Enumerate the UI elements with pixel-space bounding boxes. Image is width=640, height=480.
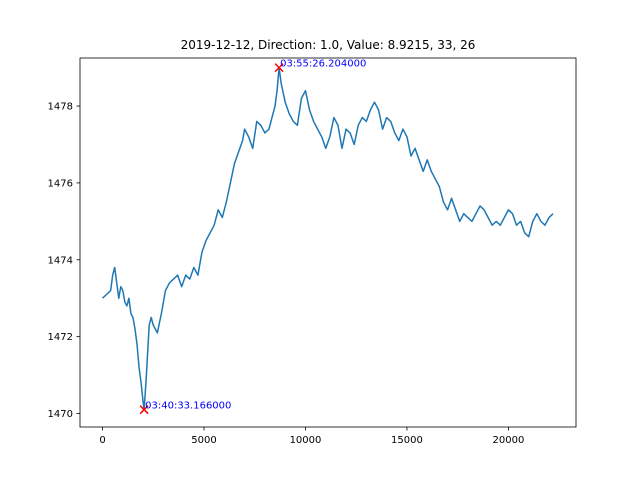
- y-tick-label: 1474: [48, 255, 73, 266]
- y-tick-label: 1476: [48, 178, 73, 189]
- x-tick-label: 10000: [290, 435, 322, 446]
- y-tick-label: 1470: [48, 409, 73, 420]
- marker-x-0: [139, 405, 149, 415]
- x-tick-label: 20000: [493, 435, 525, 446]
- x-tick-label: 15000: [391, 435, 423, 446]
- series-line-0: [102, 66, 554, 411]
- chart-title: 2019-12-12, Direction: 1.0, Value: 8.921…: [181, 38, 476, 52]
- y-tick-label: 1472: [48, 332, 73, 343]
- x-tick-label: 0: [99, 435, 105, 446]
- marker-x-1: [274, 63, 284, 73]
- axes-layer: 0 5000 10000 15000 20000 1470 1472 1474 1476 1478: [48, 57, 577, 446]
- marker-layer: 03:40:33.166000 03:55:26.204000: [139, 59, 366, 415]
- series-layer: [102, 66, 554, 411]
- marker-label-0: 03:40:33.166000: [145, 401, 231, 412]
- x-tick-label: 5000: [191, 435, 216, 446]
- y-tick-label: 1478: [48, 102, 73, 113]
- plot-frame: [79, 57, 577, 428]
- marker-label-1: 03:55:26.204000: [280, 59, 366, 70]
